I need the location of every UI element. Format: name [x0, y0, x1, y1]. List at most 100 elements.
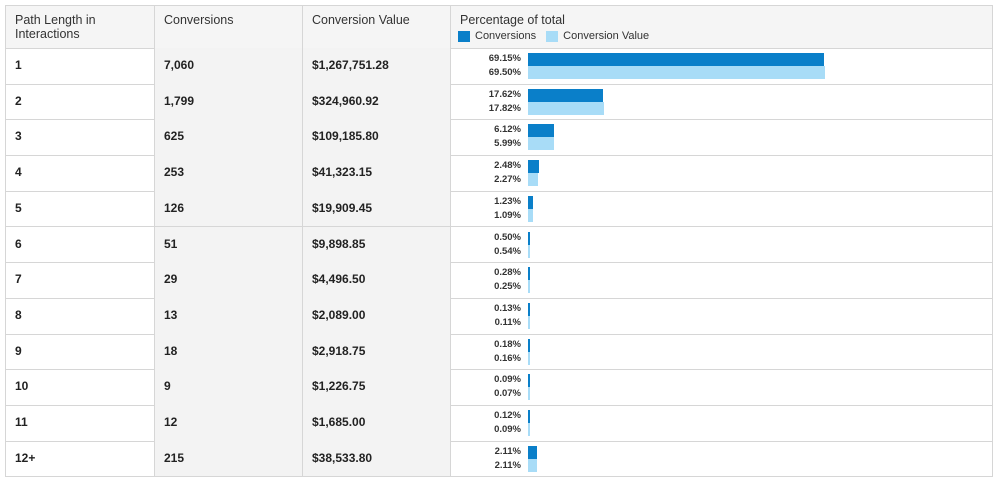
cell-conversion-value: $19,909.45 [303, 190, 451, 227]
bar-conversions [528, 124, 555, 138]
cell-percentage: 0.12% 0.09% [451, 405, 992, 441]
cell-conversion-value: $1,226.75 [303, 369, 451, 405]
cell-percentage: 2.48% 2.27% [451, 155, 992, 191]
pct-conversions-label: 0.12% [494, 410, 521, 421]
cell-path-length: 10 [6, 369, 155, 405]
cell-path-length: 11 [6, 405, 155, 441]
cell-conversion-value: $1,267,751.28 [303, 48, 451, 84]
table-row: 11 12 $1,685.00 0.12% 0.09% [6, 405, 992, 442]
pct-conversions-label: 1.23% [494, 195, 521, 207]
bar-conversions [528, 195, 534, 209]
bar-conversions [528, 302, 530, 316]
cell-path-length: 12+ [6, 440, 155, 477]
header-percentage: Percentage of total [460, 13, 565, 27]
legend-item-conversions: Conversions [458, 30, 536, 42]
pct-conversion-value-label: 2.11% [494, 459, 521, 471]
bar-conversion-value [528, 387, 530, 401]
bar-conversion-value [528, 173, 538, 187]
cell-conversion-value: $2,918.75 [303, 333, 451, 370]
bar-conversions [528, 338, 530, 352]
pct-conversion-value-label: 1.09% [494, 209, 521, 221]
cell-path-length: 2 [6, 83, 155, 120]
table-row: 6 51 $9,898.85 0.50% 0.54% [6, 226, 992, 264]
cell-percentage: 0.28% 0.25% [451, 262, 992, 298]
header-conversions[interactable]: Conversions [155, 6, 303, 48]
pct-conversions-label: 0.28% [494, 267, 521, 279]
table-row: 10 9 $1,226.75 0.09% 0.07% [6, 369, 992, 406]
bar-conversions [528, 374, 530, 388]
cell-conversions: 9 [155, 369, 303, 405]
cell-conversions: 1,799 [155, 83, 303, 120]
table-row: 8 13 $2,089.00 0.13% 0.11% [6, 297, 992, 335]
bar-conversion-value [528, 244, 531, 258]
cell-percentage: 0.18% 0.16% [451, 334, 992, 370]
bar-conversion-value [528, 101, 605, 115]
cell-conversions: 29 [155, 262, 303, 298]
bar-conversion-value [528, 280, 530, 294]
bar-conversions [528, 231, 531, 245]
cell-conversions: 215 [155, 440, 303, 477]
cell-conversions: 7,060 [155, 48, 303, 84]
legend-label-conversion-value: Conversion Value [563, 30, 650, 42]
cell-percentage: 6.12% 5.99% [451, 119, 992, 155]
cell-conversion-value: $1,685.00 [303, 405, 451, 441]
bar-conversions [528, 445, 538, 459]
cell-conversion-value: $38,533.80 [303, 440, 451, 477]
pct-conversions-label: 2.11% [494, 445, 521, 457]
bar-conversion-value [528, 137, 554, 151]
cell-conversions: 18 [155, 333, 303, 370]
cell-path-length: 8 [6, 297, 155, 334]
pct-conversions-label: 2.48% [494, 160, 521, 172]
cell-conversion-value: $109,185.80 [303, 119, 451, 156]
table-row: 9 18 $2,918.75 0.18% 0.16% [6, 333, 992, 371]
cell-percentage: 2.11% 2.11% [451, 441, 992, 477]
pct-conversion-value-label: 0.11% [494, 316, 521, 328]
bar-conversion-value [528, 351, 530, 365]
legend-swatch-conversion-value [546, 30, 559, 42]
cell-conversions: 13 [155, 297, 303, 334]
legend-swatch-conversions [458, 30, 470, 42]
pct-conversions-label: 6.12% [494, 124, 521, 136]
pct-conversions-label: 0.13% [494, 302, 521, 314]
cell-percentage: 0.09% 0.07% [451, 369, 992, 405]
cell-conversion-value: $9,898.85 [303, 226, 451, 263]
cell-conversion-value: $41,323.15 [303, 155, 451, 191]
cell-conversions: 625 [155, 119, 303, 156]
cell-path-length: 5 [6, 190, 155, 227]
table-row: 2 1,799 $324,960.92 17.62% 17.82% [6, 83, 992, 121]
cell-conversions: 126 [155, 190, 303, 227]
cell-percentage: 0.13% 0.11% [451, 298, 992, 334]
pct-conversion-value-label: 0.16% [494, 352, 521, 364]
cell-conversion-value: $324,960.92 [303, 83, 451, 120]
header-conversion-value[interactable]: Conversion Value [303, 6, 451, 48]
legend: Conversions Conversion Value [458, 30, 659, 42]
cell-path-length: 6 [6, 226, 155, 263]
pct-conversion-value-label: 0.07% [494, 388, 521, 400]
pct-conversion-value-label: 0.54% [494, 245, 521, 257]
table-row: 7 29 $4,496.50 0.28% 0.25% [6, 262, 992, 299]
path-length-table: Path Length in Interactions Conversions … [5, 5, 993, 478]
cell-path-length: 9 [6, 333, 155, 370]
cell-percentage: 69.15% 69.50% [451, 48, 992, 84]
bar-conversion-value [528, 458, 538, 472]
table-row: 3 625 $109,185.80 6.12% 5.99% [6, 119, 992, 157]
pct-conversions-label: 17.62% [488, 88, 521, 100]
cell-path-length: 4 [6, 155, 155, 191]
pct-conversions-label: 0.09% [494, 374, 521, 386]
bar-conversions [528, 267, 530, 281]
bar-conversions [528, 53, 824, 66]
cell-conversions: 12 [155, 405, 303, 441]
cell-conversion-value: $2,089.00 [303, 297, 451, 334]
bar-conversions [528, 160, 539, 174]
cell-path-length: 3 [6, 119, 155, 156]
pct-conversion-value-label: 5.99% [494, 138, 521, 150]
cell-percentage: 1.23% 1.09% [451, 191, 992, 227]
table-header: Path Length in Interactions Conversions … [6, 6, 992, 49]
pct-conversions-label: 0.50% [494, 231, 521, 243]
legend-item-conversion-value: Conversion Value [546, 30, 649, 42]
table-row: 4 253 $41,323.15 2.48% 2.27% [6, 155, 992, 192]
table-row: 1 7,060 $1,267,751.28 69.15% 69.50% [6, 48, 992, 85]
legend-label-conversions: Conversions [475, 30, 537, 42]
bar-conversion-value [528, 315, 530, 329]
header-path-length[interactable]: Path Length in Interactions [6, 6, 155, 48]
